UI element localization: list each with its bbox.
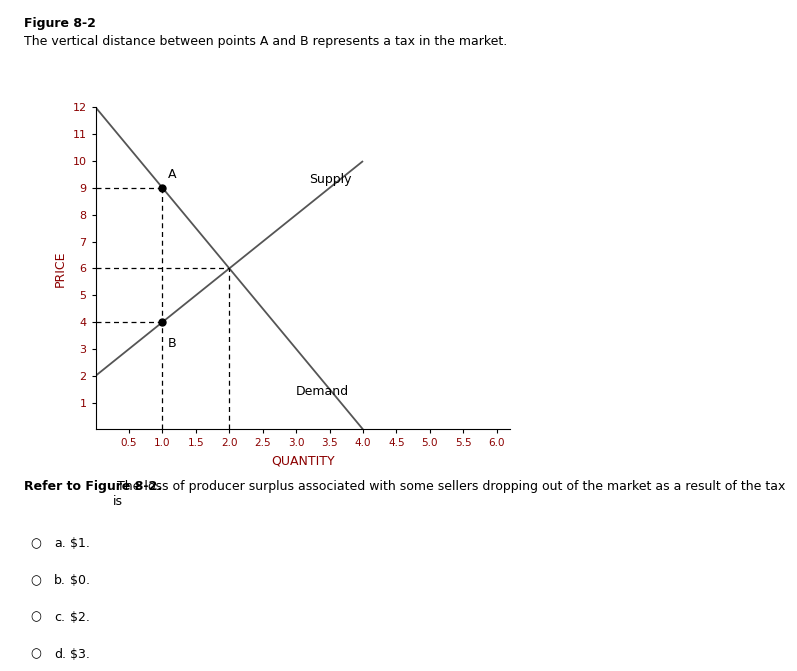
Text: c.: c. xyxy=(54,611,65,623)
Text: Refer to Figure 8-2.: Refer to Figure 8-2. xyxy=(24,480,162,493)
Text: ○: ○ xyxy=(30,574,41,586)
Text: a.: a. xyxy=(54,537,66,550)
Text: The vertical distance between points A and B represents a tax in the market.: The vertical distance between points A a… xyxy=(24,35,507,48)
Text: B: B xyxy=(168,337,176,350)
Text: b.: b. xyxy=(54,574,66,586)
Text: ○: ○ xyxy=(30,537,41,550)
Text: $3.: $3. xyxy=(70,648,90,660)
X-axis label: QUANTITY: QUANTITY xyxy=(271,454,335,467)
Text: Supply: Supply xyxy=(309,172,352,185)
Text: The loss of producer surplus associated with some sellers dropping out of the ma: The loss of producer surplus associated … xyxy=(113,480,786,508)
Text: $2.: $2. xyxy=(70,611,90,623)
Text: Demand: Demand xyxy=(296,384,349,397)
Text: A: A xyxy=(168,168,176,181)
Text: ○: ○ xyxy=(30,648,41,660)
Text: Figure 8-2: Figure 8-2 xyxy=(24,17,96,30)
Y-axis label: PRICE: PRICE xyxy=(54,250,67,287)
Text: $0.: $0. xyxy=(70,574,90,586)
Text: d.: d. xyxy=(54,648,66,660)
Text: ○: ○ xyxy=(30,611,41,623)
Text: $1.: $1. xyxy=(70,537,90,550)
